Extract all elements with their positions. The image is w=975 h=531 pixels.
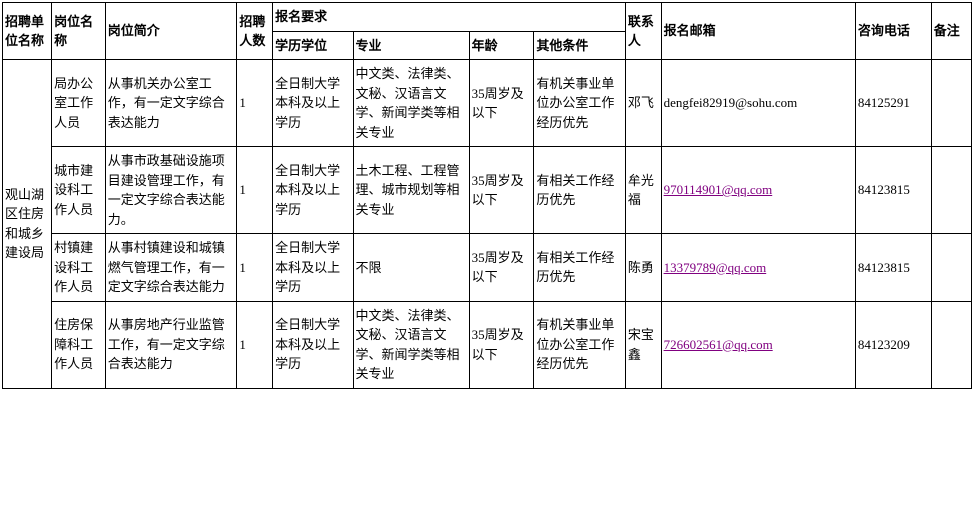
cell-education: 全日制大学本科及以上学历 <box>273 301 353 388</box>
header-contact: 联系人 <box>625 3 661 60</box>
cell-age: 35周岁及以下 <box>469 60 534 147</box>
table-row: 村镇建设科工作人员从事村镇建设和城镇燃气管理工作，有一定文字综合表达能力1全日制… <box>3 234 972 302</box>
header-age: 年龄 <box>469 31 534 60</box>
cell-phone: 84123815 <box>855 147 931 234</box>
cell-phone: 84125291 <box>855 60 931 147</box>
cell-other: 有相关工作经历优先 <box>534 147 626 234</box>
cell-age: 35周岁及以下 <box>469 147 534 234</box>
cell-position: 村镇建设科工作人员 <box>52 234 106 302</box>
cell-position: 住房保障科工作人员 <box>52 301 106 388</box>
cell-remark <box>931 301 971 388</box>
table-body: 观山湖区住房和城乡建设局局办公室工作人员从事机关办公室工作，有一定文字综合表达能… <box>3 60 972 389</box>
cell-other: 有相关工作经历优先 <box>534 234 626 302</box>
header-requirements: 报名要求 <box>273 3 626 32</box>
cell-remark <box>931 234 971 302</box>
cell-major: 中文类、法律类、文秘、汉语言文学、新闻学类等相关专业 <box>353 301 469 388</box>
header-phone: 咨询电话 <box>855 3 931 60</box>
cell-email: dengfei82919@sohu.com <box>661 60 855 147</box>
cell-other: 有机关事业单位办公室工作经历优先 <box>534 60 626 147</box>
cell-major: 土木工程、工程管理、城市规划等相关专业 <box>353 147 469 234</box>
cell-education: 全日制大学本科及以上学历 <box>273 147 353 234</box>
header-education: 学历学位 <box>273 31 353 60</box>
cell-position: 城市建设科工作人员 <box>52 147 106 234</box>
header-position: 岗位名称 <box>52 3 106 60</box>
email-text: dengfei82919@sohu.com <box>664 95 798 110</box>
cell-education: 全日制大学本科及以上学历 <box>273 234 353 302</box>
header-major: 专业 <box>353 31 469 60</box>
cell-count: 1 <box>237 234 273 302</box>
header-unit: 招聘单位名称 <box>3 3 52 60</box>
cell-contact: 牟光福 <box>625 147 661 234</box>
header-remark: 备注 <box>931 3 971 60</box>
cell-education: 全日制大学本科及以上学历 <box>273 60 353 147</box>
table-row: 观山湖区住房和城乡建设局局办公室工作人员从事机关办公室工作，有一定文字综合表达能… <box>3 60 972 147</box>
cell-contact: 邓飞 <box>625 60 661 147</box>
cell-description: 从事市政基础设施项目建设管理工作，有一定文字综合表达能力。 <box>105 147 237 234</box>
cell-count: 1 <box>237 60 273 147</box>
email-link[interactable]: 970114901@qq.com <box>664 182 773 197</box>
cell-remark <box>931 147 971 234</box>
cell-email: 726602561@qq.com <box>661 301 855 388</box>
table-row: 城市建设科工作人员从事市政基础设施项目建设管理工作，有一定文字综合表达能力。1全… <box>3 147 972 234</box>
cell-contact: 宋宝鑫 <box>625 301 661 388</box>
cell-phone: 84123209 <box>855 301 931 388</box>
cell-description: 从事机关办公室工作，有一定文字综合表达能力 <box>105 60 237 147</box>
recruitment-table: 招聘单位名称 岗位名称 岗位简介 招聘人数 报名要求 联系人 报名邮箱 咨询电话… <box>2 2 972 389</box>
cell-description: 从事房地产行业监管工作，有一定文字综合表达能力 <box>105 301 237 388</box>
email-link[interactable]: 726602561@qq.com <box>664 337 773 352</box>
cell-description: 从事村镇建设和城镇燃气管理工作，有一定文字综合表达能力 <box>105 234 237 302</box>
header-description: 岗位简介 <box>105 3 237 60</box>
table-row: 住房保障科工作人员从事房地产行业监管工作，有一定文字综合表达能力1全日制大学本科… <box>3 301 972 388</box>
header-row-1: 招聘单位名称 岗位名称 岗位简介 招聘人数 报名要求 联系人 报名邮箱 咨询电话… <box>3 3 972 32</box>
cell-age: 35周岁及以下 <box>469 301 534 388</box>
cell-email: 13379789@qq.com <box>661 234 855 302</box>
cell-age: 35周岁及以下 <box>469 234 534 302</box>
cell-position: 局办公室工作人员 <box>52 60 106 147</box>
header-other: 其他条件 <box>534 31 626 60</box>
header-count: 招聘人数 <box>237 3 273 60</box>
cell-major: 不限 <box>353 234 469 302</box>
cell-unit: 观山湖区住房和城乡建设局 <box>3 60 52 389</box>
cell-contact: 陈勇 <box>625 234 661 302</box>
cell-count: 1 <box>237 147 273 234</box>
cell-other: 有机关事业单位办公室工作经历优先 <box>534 301 626 388</box>
header-email: 报名邮箱 <box>661 3 855 60</box>
cell-count: 1 <box>237 301 273 388</box>
cell-phone: 84123815 <box>855 234 931 302</box>
email-link[interactable]: 13379789@qq.com <box>664 260 767 275</box>
cell-email: 970114901@qq.com <box>661 147 855 234</box>
cell-remark <box>931 60 971 147</box>
cell-major: 中文类、法律类、文秘、汉语言文学、新闻学类等相关专业 <box>353 60 469 147</box>
